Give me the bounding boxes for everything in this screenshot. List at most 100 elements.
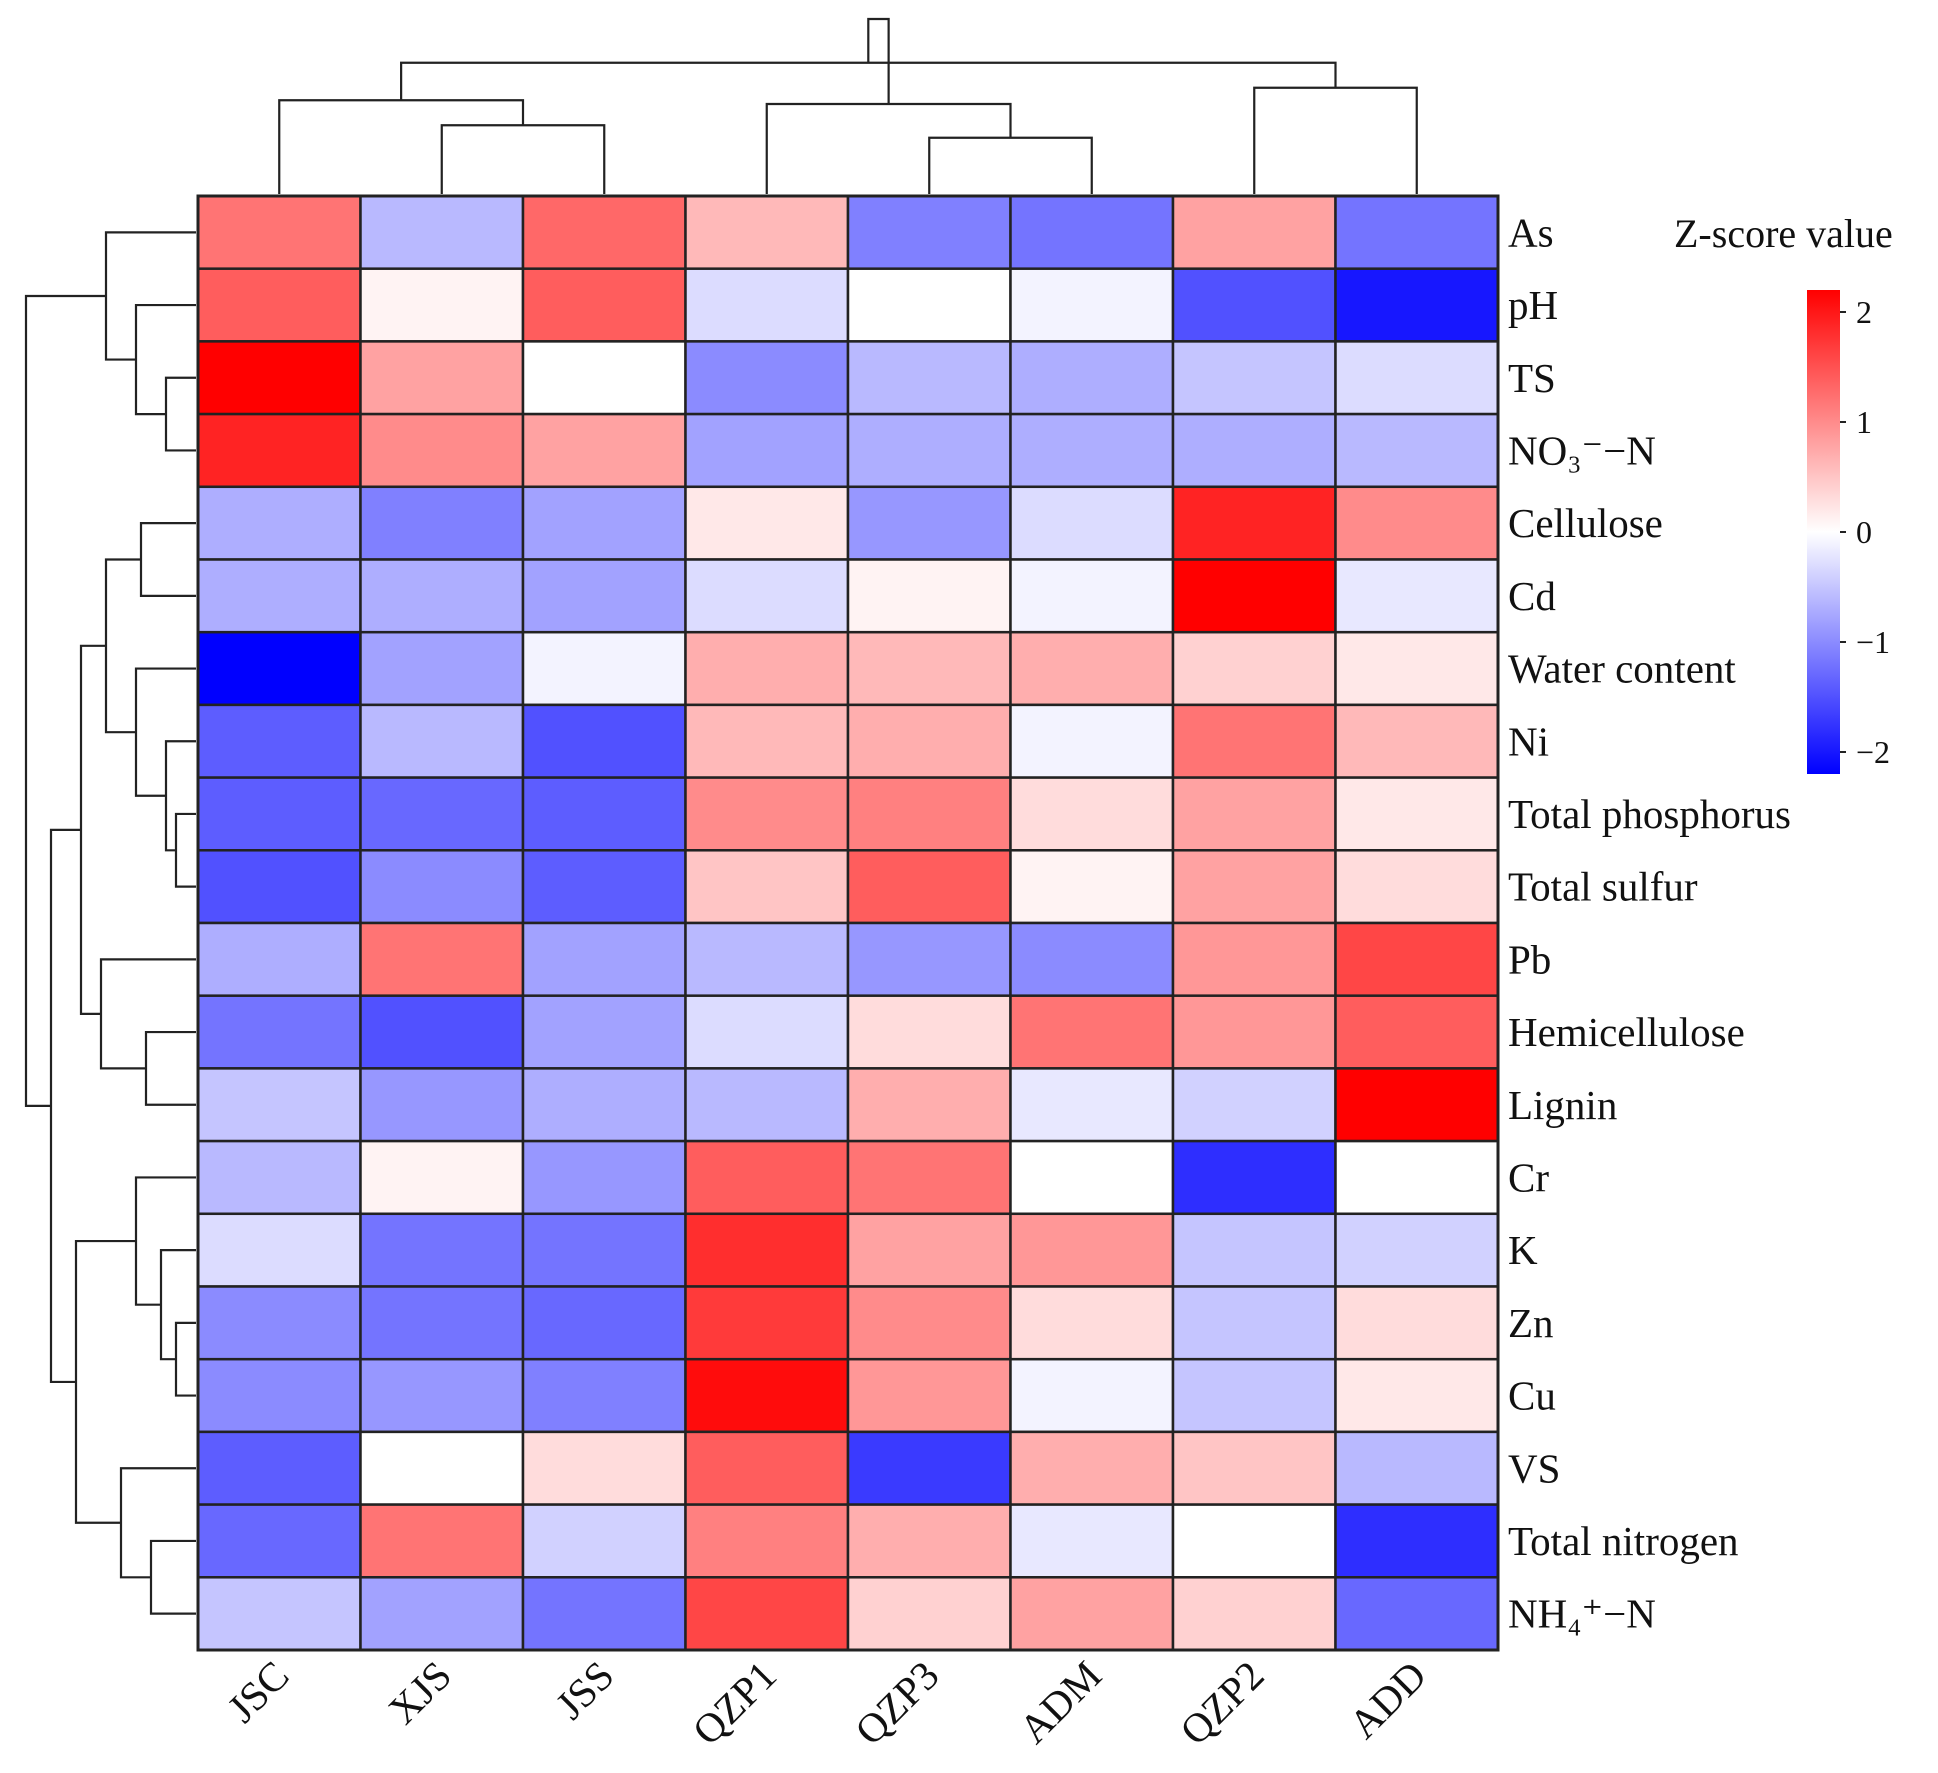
heatmap-cell bbox=[846, 703, 1012, 779]
heatmap-cell bbox=[1334, 194, 1500, 270]
column-label-adm: ADM bbox=[1010, 1652, 1110, 1752]
heatmap-cell bbox=[846, 267, 1012, 343]
row-label-lignin: Lignin bbox=[1508, 1082, 1617, 1128]
heatmap-cell bbox=[196, 1576, 362, 1652]
heatmap-cell bbox=[1171, 849, 1337, 925]
heatmap-cell bbox=[196, 1503, 362, 1579]
heatmap-cell bbox=[521, 340, 687, 416]
heatmap-cell bbox=[1009, 776, 1175, 852]
heatmap-cell bbox=[521, 921, 687, 997]
heatmap-cell bbox=[359, 1285, 525, 1361]
row-dendrogram-link bbox=[164, 740, 196, 852]
heatmap-cell bbox=[521, 703, 687, 779]
heatmap-cell bbox=[846, 485, 1012, 561]
heatmap-cell bbox=[1334, 630, 1500, 707]
row-label-total-phosphorus: Total phosphorus bbox=[1508, 791, 1791, 837]
heatmap-cell bbox=[196, 1357, 362, 1434]
heatmap-cell bbox=[196, 703, 362, 779]
heatmap-cell bbox=[196, 776, 362, 852]
heatmap-cell bbox=[359, 194, 525, 270]
column-dendrogram-link bbox=[400, 61, 1337, 101]
heatmap-cell bbox=[521, 1067, 687, 1143]
heatmap-cell bbox=[846, 630, 1012, 707]
heatmap-cell bbox=[1334, 703, 1500, 779]
heatmap-cell bbox=[846, 849, 1012, 925]
column-label-qzp3: QZP3 bbox=[846, 1652, 948, 1754]
column-dendrogram-link bbox=[867, 17, 890, 104]
heatmap-cell bbox=[1171, 1067, 1337, 1143]
heatmap-cell bbox=[684, 1503, 850, 1579]
heatmap-cell bbox=[359, 558, 525, 634]
heatmap-cell bbox=[1334, 1285, 1500, 1361]
row-dendrogram-link bbox=[159, 1249, 196, 1361]
heatmap-cell bbox=[521, 994, 687, 1070]
heatmap-cell bbox=[196, 1285, 362, 1361]
heatmap-cell bbox=[846, 1576, 1012, 1652]
heatmap-cell bbox=[684, 994, 850, 1070]
column-dendrogram-link bbox=[278, 99, 525, 194]
legend-tick-label: 1 bbox=[1856, 404, 1872, 440]
heatmap-cell bbox=[1171, 1357, 1337, 1434]
heatmap-cell bbox=[1171, 267, 1337, 343]
heatmap-cell bbox=[1009, 1576, 1175, 1652]
heatmap-cell bbox=[1171, 194, 1337, 270]
heatmap-cell bbox=[1171, 485, 1337, 561]
legend-tick-label: −1 bbox=[1856, 624, 1890, 660]
heatmap-cell bbox=[196, 849, 362, 925]
heatmap-cell bbox=[1334, 1503, 1500, 1579]
column-label-jss: JSS bbox=[547, 1652, 623, 1728]
heatmap-cell bbox=[684, 340, 850, 416]
heatmap-cell bbox=[1009, 194, 1175, 270]
heatmap-cell bbox=[684, 849, 850, 925]
heatmap-cell bbox=[1334, 921, 1500, 997]
legend-title: Z-score value bbox=[1674, 211, 1893, 256]
heatmap-cell bbox=[846, 1430, 1012, 1506]
heatmap-cell bbox=[196, 630, 362, 707]
heatmap-cell bbox=[684, 1212, 850, 1288]
heatmap-cell bbox=[684, 1576, 850, 1652]
row-label-ts: TS bbox=[1508, 355, 1556, 401]
heatmap-cell bbox=[359, 267, 525, 343]
column-labels: JSC XJS JSS QZP1 QZP3 ADM QZP2 ADD bbox=[218, 1652, 1435, 1754]
heatmap-cell bbox=[521, 1430, 687, 1506]
column-dendrogram bbox=[278, 17, 1418, 194]
row-label-cr: Cr bbox=[1508, 1154, 1549, 1200]
heatmap-cell bbox=[846, 1357, 1012, 1434]
row-dendrogram-link bbox=[174, 1321, 196, 1397]
row-label-total-sulfur: Total sulfur bbox=[1508, 864, 1698, 910]
heatmap-cell bbox=[1334, 1430, 1500, 1506]
heatmap-cell bbox=[1334, 412, 1500, 489]
legend-tick-label: 2 bbox=[1856, 294, 1872, 330]
heatmap-cell bbox=[196, 921, 362, 997]
heatmap-cell bbox=[359, 921, 525, 997]
row-dendrogram-link bbox=[99, 958, 196, 1070]
heatmap-cell bbox=[359, 485, 525, 561]
row-dendrogram-link bbox=[134, 1176, 196, 1306]
row-label-pb: Pb bbox=[1508, 936, 1551, 982]
row-dendrogram bbox=[24, 231, 196, 1615]
heatmap-cell bbox=[846, 340, 1012, 416]
heatmap-cell bbox=[359, 340, 525, 416]
row-dendrogram-link bbox=[74, 1239, 136, 1524]
heatmap-cell bbox=[1171, 1430, 1337, 1506]
heatmap-cell bbox=[196, 1139, 362, 1216]
heatmap-cell bbox=[196, 1430, 362, 1506]
heatmap-cell bbox=[1171, 1503, 1337, 1579]
heatmap-cell bbox=[1171, 1139, 1337, 1216]
heatmap-cell bbox=[684, 921, 850, 997]
row-label-water-content: Water content bbox=[1508, 646, 1736, 692]
heatmap-cell bbox=[196, 194, 362, 270]
heatmap-cell bbox=[1334, 994, 1500, 1070]
heatmap-cell bbox=[846, 776, 1012, 852]
heatmap-cell bbox=[1009, 630, 1175, 707]
heatmap-cell bbox=[1009, 921, 1175, 997]
heatmap-cell bbox=[521, 776, 687, 852]
row-dendrogram-link bbox=[24, 294, 106, 1107]
row-label-total-nitrogen: Total nitrogen bbox=[1508, 1518, 1739, 1564]
heatmap-cell bbox=[846, 1212, 1012, 1288]
heatmap-cell bbox=[846, 994, 1012, 1070]
heatmap-cell bbox=[521, 412, 687, 489]
heatmap-cell bbox=[1171, 558, 1337, 634]
heatmap-cell bbox=[1334, 485, 1500, 561]
heatmap-cell bbox=[1009, 1139, 1175, 1216]
